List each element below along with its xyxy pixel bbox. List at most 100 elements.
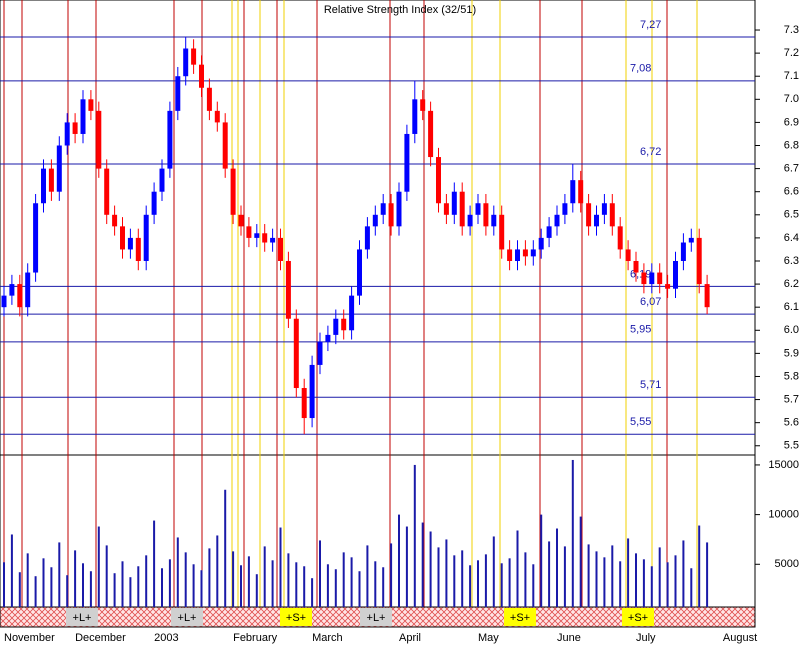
- candle-body: [159, 168, 165, 192]
- candle-body: [254, 233, 260, 238]
- volume-bar: [192, 564, 195, 607]
- candle-body: [364, 226, 370, 250]
- y-tick-label: 6.2: [784, 278, 799, 290]
- volume-bar: [390, 543, 393, 607]
- y-tick-label: 6.0: [784, 324, 799, 336]
- volume-bar: [34, 576, 37, 607]
- volume-tick-label: 15000: [768, 459, 799, 471]
- candle-body: [515, 249, 520, 261]
- candle-body: [522, 249, 528, 257]
- volume-bar: [524, 552, 527, 607]
- signal-label: +L+: [367, 612, 386, 624]
- y-tick-label: 6.9: [784, 116, 799, 128]
- candle-body: [491, 214, 497, 227]
- volume-bar: [398, 514, 400, 607]
- candle-body: [380, 203, 386, 215]
- candle-body: [191, 48, 197, 65]
- candle-body: [625, 249, 631, 261]
- volume-bar: [642, 559, 645, 607]
- volume-bar: [635, 553, 637, 607]
- volume-bar: [161, 568, 163, 607]
- candle-body: [578, 180, 584, 204]
- y-tick-label: 7.2: [784, 47, 799, 59]
- volume-bar: [619, 561, 622, 607]
- candle-body: [41, 168, 46, 204]
- volume-bar: [326, 564, 329, 607]
- volume-bar: [42, 558, 45, 607]
- volume-bar: [168, 559, 171, 607]
- candle-body: [696, 237, 702, 285]
- candle-body: [538, 237, 544, 250]
- candle-body: [127, 237, 133, 250]
- volume-bar: [453, 555, 456, 607]
- volume-bar: [461, 550, 464, 607]
- signal-cell: [504, 608, 536, 626]
- volume-bar: [492, 536, 495, 607]
- candle-body: [420, 99, 426, 111]
- candle-body: [412, 99, 418, 134]
- volume-bar: [271, 560, 274, 607]
- candle-body: [120, 226, 125, 250]
- candle-body: [151, 191, 157, 215]
- plot-frame: [0, 0, 756, 608]
- volume-bar: [105, 545, 108, 607]
- signal-label: +S+: [510, 612, 530, 624]
- volume-bar: [437, 547, 440, 607]
- candle-body: [680, 242, 686, 261]
- y-tick-label: 6.8: [784, 139, 799, 151]
- y-tick-label: 7.3: [784, 24, 799, 36]
- candle-body: [309, 364, 315, 419]
- volume-bar: [311, 578, 314, 607]
- volume-bar: [382, 567, 385, 607]
- volume-bar: [706, 542, 709, 607]
- candle-body: [214, 110, 220, 123]
- candle-body: [609, 203, 615, 227]
- candle-body: [183, 48, 189, 77]
- volume-bar: [184, 552, 187, 607]
- candle-body: [594, 214, 599, 227]
- volume-bar: [121, 561, 124, 607]
- candle-body: [104, 168, 110, 215]
- y-tick-label: 5.9: [784, 347, 799, 359]
- volume-bar: [240, 565, 242, 607]
- volume-bar: [10, 534, 13, 607]
- candle-body: [601, 203, 607, 215]
- level-label: 5,71: [640, 379, 661, 391]
- candle-body: [278, 237, 283, 261]
- volume-bar: [548, 541, 551, 607]
- candle-body: [617, 226, 623, 250]
- signal-label: +S+: [286, 612, 306, 624]
- candle-body: [175, 76, 181, 111]
- volume-bar: [334, 569, 337, 607]
- volume-bar: [50, 567, 53, 607]
- candle-body: [167, 110, 173, 169]
- volume-bar: [26, 553, 29, 607]
- candle-body: [546, 226, 552, 238]
- level-label: 5,55: [630, 416, 651, 428]
- candle-body: [317, 341, 323, 365]
- candle-body: [48, 168, 54, 192]
- volume-bar: [571, 459, 574, 607]
- volume-bar: [682, 540, 685, 607]
- volume-bar: [674, 555, 677, 607]
- volume-bar: [374, 561, 377, 607]
- volume-tick-label: 5000: [775, 558, 799, 570]
- volume-bar: [579, 516, 582, 607]
- x-tick-label: March: [312, 632, 343, 644]
- candle-body: [1, 295, 7, 308]
- signal-label: +L+: [73, 612, 92, 624]
- candle-body: [293, 318, 299, 389]
- candle-body: [436, 157, 441, 204]
- candle-body: [483, 203, 489, 227]
- volume-bar: [295, 562, 298, 607]
- candle-body: [459, 191, 465, 227]
- candle-body: [56, 145, 62, 192]
- candle-body: [428, 110, 434, 158]
- volume-bar: [366, 545, 369, 607]
- candle-body: [451, 191, 457, 215]
- candle-body: [657, 272, 663, 285]
- candle-body: [112, 214, 118, 227]
- candle-body: [333, 318, 339, 335]
- volume-bar: [58, 542, 61, 607]
- level-label: 7,27: [640, 19, 661, 31]
